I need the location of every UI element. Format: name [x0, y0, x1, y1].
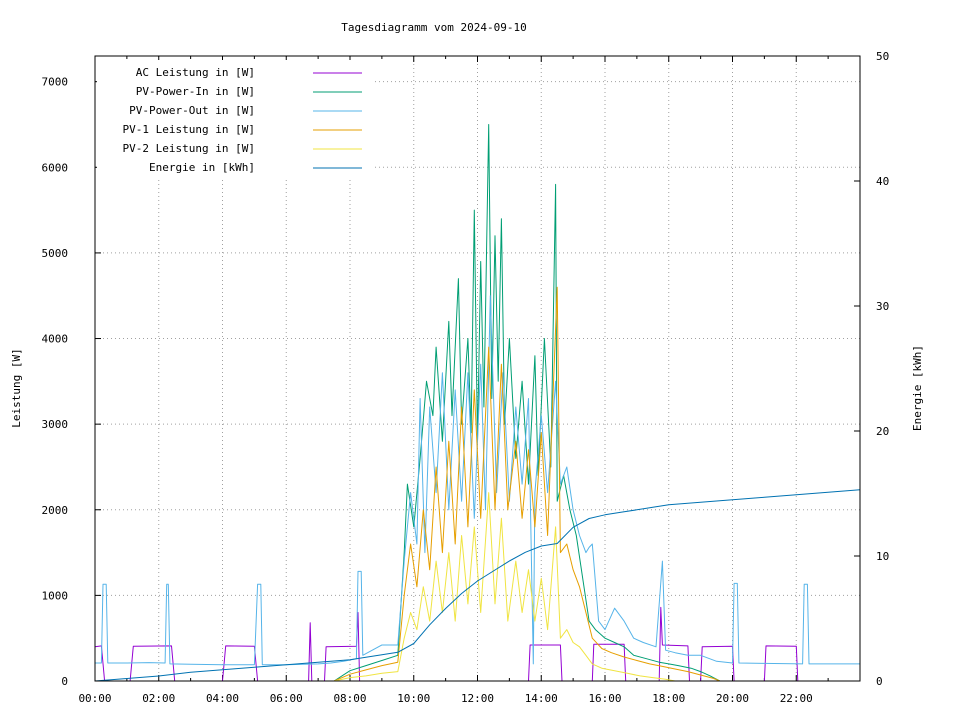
y2-tick-label: 30 — [876, 300, 889, 313]
y-tick-label: 4000 — [42, 333, 69, 346]
x-tick-label: 04:00 — [206, 692, 239, 705]
y2-tick-label: 40 — [876, 175, 889, 188]
x-tick-label: 00:00 — [78, 692, 111, 705]
legend-label: Energie in [kWh] — [149, 161, 255, 174]
legend-label: PV-2 Leistung in [W] — [123, 142, 255, 155]
axes: 00:00 02:00 04:00 06:00 08:00 10:00 12:00 14:00… — [42, 50, 890, 705]
y-tick-label: 0 — [61, 675, 68, 688]
series-line-5 — [333, 492, 676, 682]
y-tick-label: 7000 — [42, 76, 69, 89]
x-tick-label: 08:00 — [333, 692, 366, 705]
x-tick-label: 16:00 — [588, 692, 621, 705]
series-line-2 — [333, 124, 721, 682]
x-tick-label: 10:00 — [397, 692, 430, 705]
y2-tick-label: 20 — [876, 425, 889, 438]
x-tick-label: 22:00 — [780, 692, 813, 705]
x-tick-label: 20:00 — [716, 692, 749, 705]
series-line-6 — [94, 489, 861, 682]
y-axis-label: Leistung [W] — [10, 348, 23, 427]
y-tick-label: 1000 — [42, 589, 69, 602]
series-line-4 — [333, 286, 720, 682]
legend-background — [97, 60, 375, 178]
series-lines — [94, 124, 861, 682]
y-tick-label: 6000 — [42, 161, 69, 174]
chart-title: Tagesdiagramm vom 2024-09-10 — [341, 21, 526, 34]
x-tick-label: 02:00 — [142, 692, 175, 705]
plot-frame — [94, 55, 861, 682]
legend: AC Leistung in [W] PV-Power-In in [W] PV-P… — [97, 60, 375, 178]
x-tick-label: 18:00 — [652, 692, 685, 705]
legend-label: PV-1 Leistung in [W] — [123, 123, 255, 136]
y-tick-label: 5000 — [42, 247, 69, 260]
x-tick-label: 14:00 — [525, 692, 558, 705]
y2-tick-label: 10 — [876, 550, 889, 563]
series-line-3 — [95, 295, 860, 666]
y2-tick-label: 50 — [876, 50, 889, 63]
y2-tick-label: 0 — [876, 675, 883, 688]
x-tick-label: 12:00 — [461, 692, 494, 705]
legend-label: PV-Power-Out in [W] — [129, 104, 255, 117]
x-tick-label: 06:00 — [270, 692, 303, 705]
y2-axis-label: Energie [kWh] — [911, 345, 924, 431]
legend-label: PV-Power-In in [W] — [136, 85, 255, 98]
y-tick-label: 3000 — [42, 418, 69, 431]
legend-label: AC Leistung in [W] — [136, 66, 255, 79]
y-tick-label: 2000 — [42, 504, 69, 517]
